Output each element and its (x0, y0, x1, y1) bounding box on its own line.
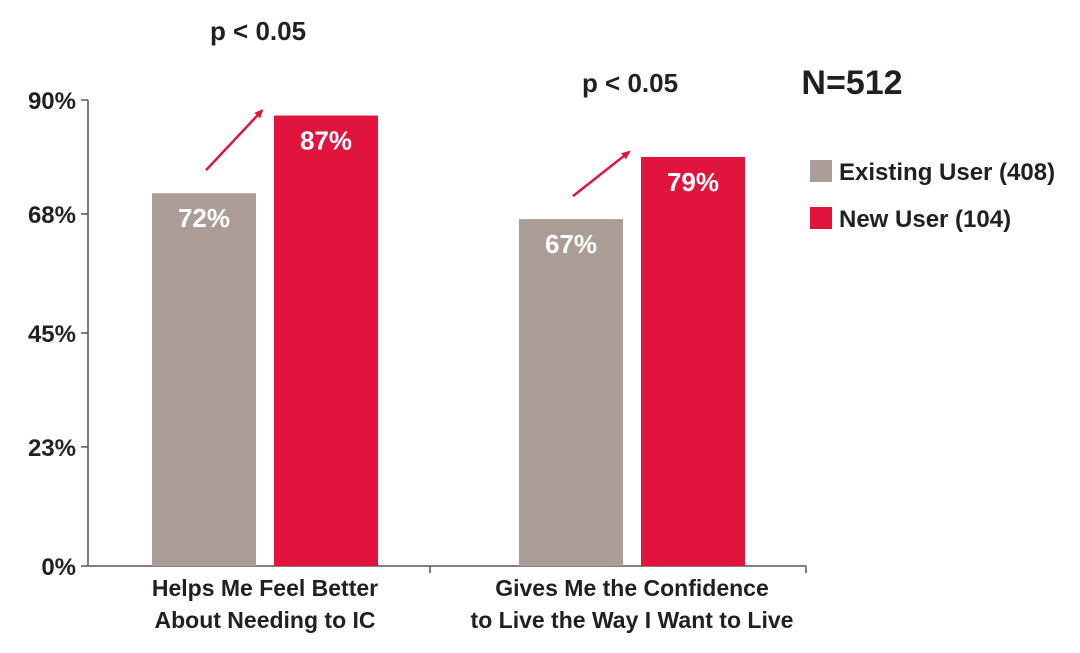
y-tick-label: 23% (28, 435, 76, 462)
legend-swatch (810, 160, 832, 182)
y-tick-label: 0% (41, 554, 76, 581)
bar-value-label: 67% (545, 229, 597, 259)
increase-arrow (205, 109, 264, 172)
bar-value-label: 79% (667, 167, 719, 197)
x-category-label: Helps Me Feel Better About Needing to IC (152, 575, 378, 633)
p-value-annotation: p < 0.05 (210, 16, 306, 46)
y-tick-label: 68% (28, 202, 76, 229)
legend-label: New User (104) (839, 206, 1011, 233)
bar (274, 115, 378, 567)
x-category-label: Gives Me the Confidence to Live the Way I… (471, 575, 794, 633)
sample-size-label: N=512 (801, 64, 902, 102)
increase-arrow (572, 150, 631, 198)
bar-value-label: 72% (178, 203, 230, 233)
bar (152, 193, 256, 566)
p-value-annotation: p < 0.05 (582, 68, 678, 98)
y-tick-label: 45% (28, 321, 76, 348)
bar (641, 156, 745, 566)
bar-value-label: 87% (300, 126, 352, 156)
bar (519, 219, 623, 567)
y-tick-label: 90% (28, 88, 76, 115)
legend-label: Existing User (408) (839, 159, 1055, 186)
legend-swatch (810, 207, 832, 229)
